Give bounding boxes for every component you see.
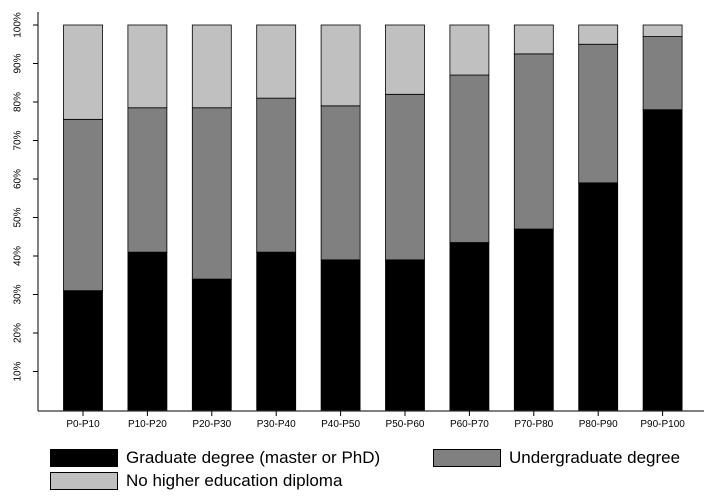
bar-segment-P30-P40-s0 xyxy=(256,251,297,411)
bar-segment-P50-P60-s1 xyxy=(385,93,425,261)
bar-segment-P40-P50-s0 xyxy=(320,259,361,411)
y-tick-label: 50% xyxy=(13,207,24,227)
bar-segment-P60-P70-s0 xyxy=(449,242,490,411)
y-tick-label: 90% xyxy=(13,53,24,73)
bars xyxy=(63,24,683,411)
legend-item-no-diploma: No higher education diploma xyxy=(50,471,342,491)
bar-segment-P80-P90-s2 xyxy=(578,24,619,45)
legend-swatch-no-diploma xyxy=(50,472,118,490)
y-tick-label: 70% xyxy=(13,130,24,150)
legend-label-no-diploma: No higher education diploma xyxy=(126,471,343,490)
bar-segment-P60-P70-s1 xyxy=(449,74,490,243)
bar-segment-P20-P30-s1 xyxy=(191,107,232,280)
x-tick-label: P90-P100 xyxy=(640,419,685,430)
bar-segment-P90-P100-s0 xyxy=(642,109,683,411)
x-tick-labels: P0-P10 P10-P20 P20-P30 P30-P40 P40-P50 P50-P6… xyxy=(66,411,685,430)
x-tick-label: P20-P30 xyxy=(192,419,231,430)
bar-segment-P0-P10-s0 xyxy=(63,290,103,411)
bar-segment-P70-P80-s0 xyxy=(513,228,554,411)
legend-item-graduate: Graduate degree (master or PhD) xyxy=(50,448,380,468)
bar-segment-P90-P100-s2 xyxy=(642,24,683,37)
bar-segment-P30-P40-s2 xyxy=(256,24,297,99)
axes xyxy=(37,12,704,412)
bar-segment-P10-P20-s2 xyxy=(127,24,168,109)
y-tick-label: 20% xyxy=(13,323,24,343)
stacked-bar-chart: P0-P10 P10-P20 P20-P30 P30-P40 P40-P50 P50-P6… xyxy=(13,12,704,430)
bar-segment-P50-P60-s0 xyxy=(385,259,425,411)
y-tick-label: 60% xyxy=(13,169,24,189)
y-tick-label: 80% xyxy=(13,92,24,112)
x-tick-label: P60-P70 xyxy=(450,419,489,430)
bar-segment-P90-P100-s1 xyxy=(642,36,683,111)
bar-segment-P70-P80-s1 xyxy=(513,53,554,230)
bar-segment-P50-P60-s2 xyxy=(385,24,425,95)
legend-swatch-graduate xyxy=(50,449,118,467)
y-tick-label: 10% xyxy=(13,361,24,381)
bar-segment-P40-P50-s1 xyxy=(320,105,361,261)
x-tick-label: P0-P10 xyxy=(66,419,100,430)
bar-segment-P0-P10-s2 xyxy=(63,24,103,120)
y-tick-label: 40% xyxy=(13,246,24,266)
bar-segment-P10-P20-s0 xyxy=(127,251,168,411)
bar-segment-P40-P50-s2 xyxy=(320,24,361,107)
x-tick-label: P10-P20 xyxy=(128,419,167,430)
bar-segment-P30-P40-s1 xyxy=(256,97,297,253)
x-tick-label: P50-P60 xyxy=(386,419,425,430)
y-tick-labels: 10% 20% 30% 40% 50% 60% 70% 80% 90% 100% xyxy=(13,12,38,382)
bar-segment-P60-P70-s2 xyxy=(449,24,490,76)
legend-item-undergraduate: Undergraduate degree xyxy=(433,448,680,468)
legend-swatch-undergraduate xyxy=(433,449,501,467)
bar-segment-P10-P20-s1 xyxy=(127,107,168,253)
legend-label-graduate: Graduate degree (master or PhD) xyxy=(126,448,381,467)
x-tick-label: P80-P90 xyxy=(579,419,618,430)
bar-segment-P80-P90-s0 xyxy=(578,182,619,411)
x-tick-label: P40-P50 xyxy=(321,419,360,430)
y-tick-label: 100% xyxy=(13,12,24,38)
bar-segment-P70-P80-s2 xyxy=(513,24,554,55)
x-tick-label: P30-P40 xyxy=(257,419,296,430)
legend-label-undergraduate: Undergraduate degree xyxy=(509,448,681,467)
y-tick-label: 30% xyxy=(13,284,24,304)
bar-segment-P20-P30-s2 xyxy=(191,24,232,109)
bar-segment-P20-P30-s0 xyxy=(191,278,232,411)
bar-segment-P80-P90-s1 xyxy=(578,43,619,184)
bar-segment-P0-P10-s1 xyxy=(63,118,103,292)
x-tick-label: P70-P80 xyxy=(514,419,553,430)
